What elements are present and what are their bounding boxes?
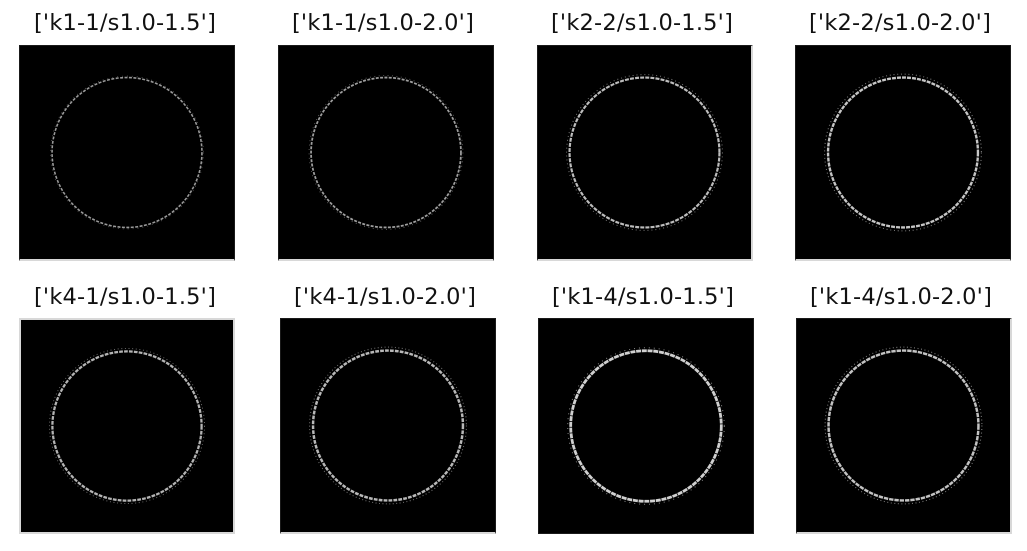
- circle-image-8: [796, 318, 1012, 534]
- ring-image-6: [309, 346, 467, 505]
- panel-title-4: ['k2-2/s1.0-2.0']: [808, 10, 992, 36]
- ring-image-4: [824, 73, 982, 232]
- circle-image-3: [537, 45, 753, 261]
- panel-title-3: ['k2-2/s1.0-1.5']: [550, 10, 734, 36]
- circle-image-4: [795, 45, 1011, 261]
- ring-image-3: [566, 74, 723, 231]
- panel-title-2: ['k1-1/s1.0-2.0']: [291, 10, 475, 36]
- panel-title-7: ['k1-4/s1.0-1.5']: [551, 284, 735, 310]
- ring-image-7: [567, 347, 725, 505]
- panel-title-1: ['k1-1/s1.0-1.5']: [33, 10, 217, 36]
- circle-image-5: [19, 318, 235, 534]
- panel-title-6: ['k4-1/s1.0-2.0']: [293, 284, 477, 310]
- ring-image-2: [308, 75, 464, 230]
- ring-image-8: [824, 346, 983, 505]
- circle-image-6: [280, 318, 496, 534]
- circle-image-2: [278, 45, 494, 261]
- panel-title-8: ['k1-4/s1.0-2.0']: [809, 284, 993, 310]
- ring-image-1: [50, 75, 204, 230]
- circle-image-1: [19, 45, 235, 261]
- ring-image-5: [48, 347, 206, 505]
- panel-title-5: ['k4-1/s1.0-1.5']: [33, 284, 217, 310]
- circle-image-7: [538, 318, 754, 534]
